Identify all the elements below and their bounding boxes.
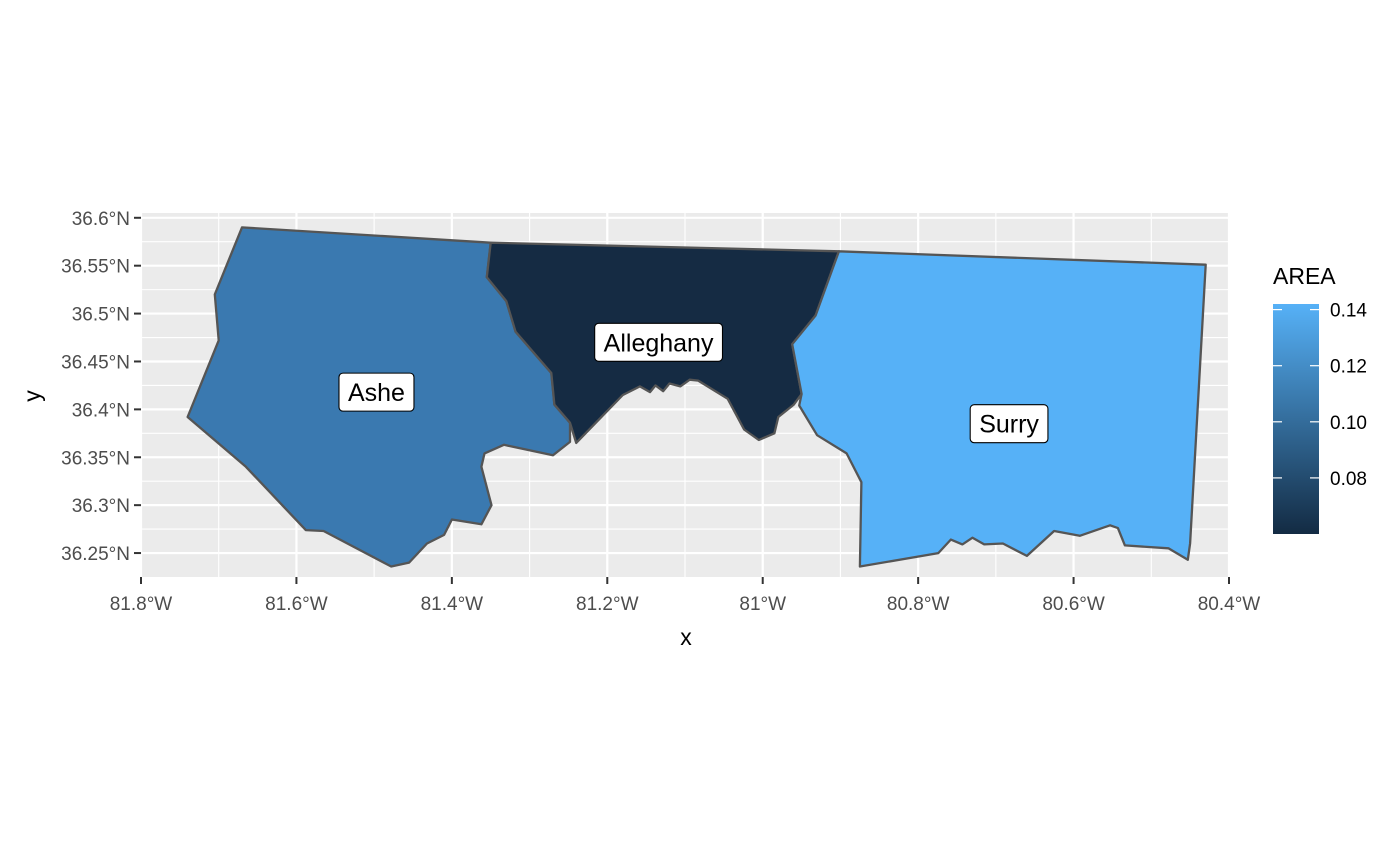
label-text: Ashe <box>348 379 405 407</box>
y-tick-label: 36.55°N <box>61 257 130 278</box>
legend: AREA 0.08 0.10 0.12 0.14 <box>1273 263 1367 534</box>
legend-tick-label: 0.10 <box>1330 413 1367 434</box>
y-tick-label: 36.25°N <box>61 544 130 565</box>
x-tick-label: 81.8°W <box>110 594 173 615</box>
label-box <box>594 322 724 362</box>
label-ashe: Ashe <box>338 372 415 412</box>
y-tick-label: 36.45°N <box>61 352 130 373</box>
x-tick-label: 80.8°W <box>887 594 950 615</box>
x-tick-label: 81.2°W <box>576 594 639 615</box>
x-tick-label: 80.4°W <box>1198 594 1261 615</box>
y-axis-title: y <box>19 390 45 402</box>
legend-tick-label: 0.08 <box>1330 469 1367 490</box>
label-text: Alleghany <box>604 329 714 357</box>
x-axis: 81.8°W 81.6°W 81.4°W 81.2°W 81°W 80.8°W 80.6°W… <box>110 577 1261 615</box>
x-tick-label: 80.6°W <box>1042 594 1105 615</box>
x-tick-label: 81.6°W <box>265 594 328 615</box>
legend-title: AREA <box>1273 263 1336 289</box>
y-axis: 36.25°N 36.3°N 36.35°N 36.4°N 36.45°N 36.5°N 3… <box>61 209 141 565</box>
label-box <box>338 372 415 412</box>
label-surry: Surry <box>969 404 1049 444</box>
x-axis-title: x <box>680 624 692 650</box>
legend-colorbar <box>1273 304 1319 534</box>
legend-ticks: 0.08 0.10 0.12 0.14 <box>1273 301 1367 490</box>
y-tick-label: 36.5°N <box>72 305 130 326</box>
label-box <box>969 404 1049 444</box>
y-tick-label: 36.3°N <box>72 496 130 517</box>
label-alleghany: Alleghany <box>594 322 724 362</box>
y-tick-label: 36.6°N <box>72 209 130 230</box>
label-text: Surry <box>979 411 1039 439</box>
y-tick-label: 36.35°N <box>61 448 130 469</box>
legend-tick-label: 0.12 <box>1330 357 1367 378</box>
y-tick-label: 36.4°N <box>72 400 130 421</box>
county-labels: Ashe Alleghany Surry <box>338 322 1049 444</box>
legend-tick-label: 0.14 <box>1330 301 1367 322</box>
x-tick-label: 81°W <box>739 594 786 615</box>
x-tick-label: 81.4°W <box>421 594 484 615</box>
